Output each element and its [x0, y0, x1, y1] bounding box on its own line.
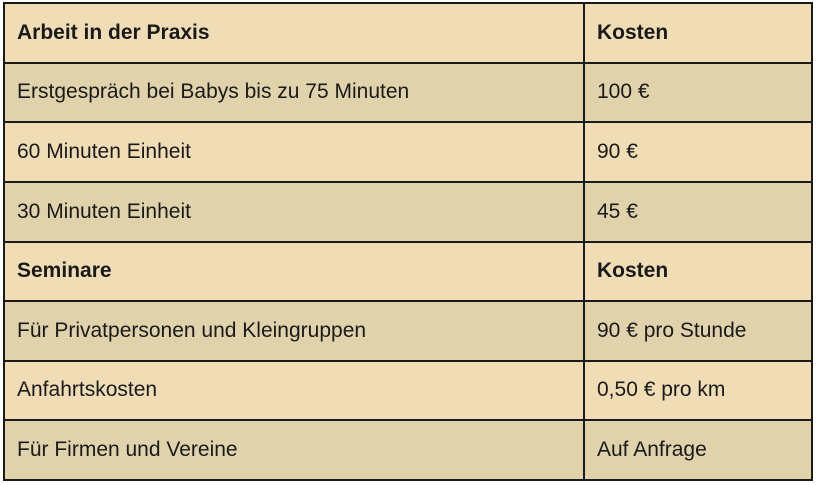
section-header-row: Arbeit in der Praxis Kosten — [3, 2, 813, 64]
cost-value: 90 € — [583, 121, 813, 183]
service-label: Erstgespräch bei Babys bis zu 75 Minuten — [3, 61, 585, 124]
table-row: Anfahrtskosten 0,50 € pro km — [3, 359, 813, 422]
section-header-row: Seminare Kosten — [3, 240, 813, 303]
cost-value: 90 € pro Stunde — [583, 300, 813, 362]
cost-value: Auf Anfrage — [583, 419, 813, 481]
cost-value: 0,50 € pro km — [583, 359, 813, 422]
section-header-label: Arbeit in der Praxis — [3, 2, 585, 64]
service-label: Anfahrtskosten — [3, 359, 585, 422]
pricing-table: Arbeit in der Praxis Kosten Erstgespräch b… — [3, 2, 813, 481]
service-label: Für Privatpersonen und Kleingruppen — [3, 300, 585, 362]
cost-value: 100 € — [583, 61, 813, 124]
table-row: 30 Minuten Einheit 45 € — [3, 180, 813, 243]
section-header-label: Seminare — [3, 240, 585, 303]
pricing-table-container: Arbeit in der Praxis Kosten Erstgespräch b… — [3, 2, 813, 481]
table-row: Für Privatpersonen und Kleingruppen 90 € … — [3, 300, 813, 362]
table-row: 60 Minuten Einheit 90 € — [3, 121, 813, 183]
service-label: Für Firmen und Vereine — [3, 419, 585, 481]
table-row: Erstgespräch bei Babys bis zu 75 Minuten… — [3, 61, 813, 124]
cost-value: 45 € — [583, 180, 813, 243]
service-label: 60 Minuten Einheit — [3, 121, 585, 183]
section-header-cost: Kosten — [583, 2, 813, 64]
section-header-cost: Kosten — [583, 240, 813, 303]
service-label: 30 Minuten Einheit — [3, 180, 585, 243]
table-row: Für Firmen und Vereine Auf Anfrage — [3, 419, 813, 481]
